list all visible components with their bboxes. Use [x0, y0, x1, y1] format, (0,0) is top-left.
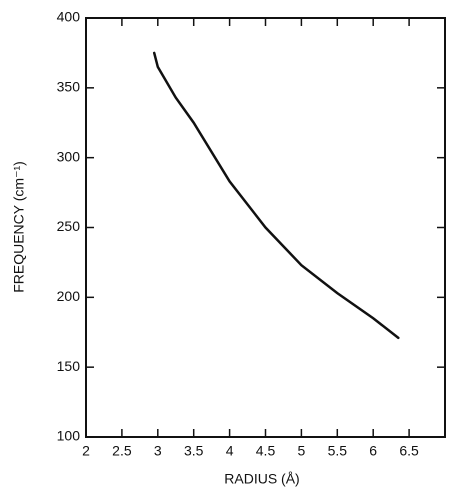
- y-tick-label: 300: [57, 148, 81, 164]
- y-axis-title: FREQUENCY (cm⁻¹): [11, 161, 27, 293]
- x-tick-label: 3: [154, 443, 162, 459]
- y-tick-label: 250: [57, 218, 81, 234]
- x-tick-label: 3.5: [184, 443, 204, 459]
- line: [152, 51, 400, 340]
- x-tick-label: 5: [298, 443, 306, 459]
- x-tick-label: 6.5: [399, 443, 419, 459]
- x-axis-title: RADIUS (Å): [224, 471, 299, 487]
- x-tick-label: 2: [82, 443, 90, 459]
- x-tick-label: 4: [226, 443, 234, 459]
- y-tick-label: 200: [57, 288, 81, 304]
- y-tick-label: 350: [57, 79, 81, 95]
- x-tick-label: 6: [369, 443, 377, 459]
- y-tick-label: 400: [57, 9, 81, 25]
- x-tick-label: 4.5: [256, 443, 276, 459]
- x-tick-label: 2.5: [112, 443, 132, 459]
- y-tick-label: 100: [57, 428, 81, 444]
- x-tick-label: 5.5: [328, 443, 348, 459]
- y-tick-label: 150: [57, 358, 81, 374]
